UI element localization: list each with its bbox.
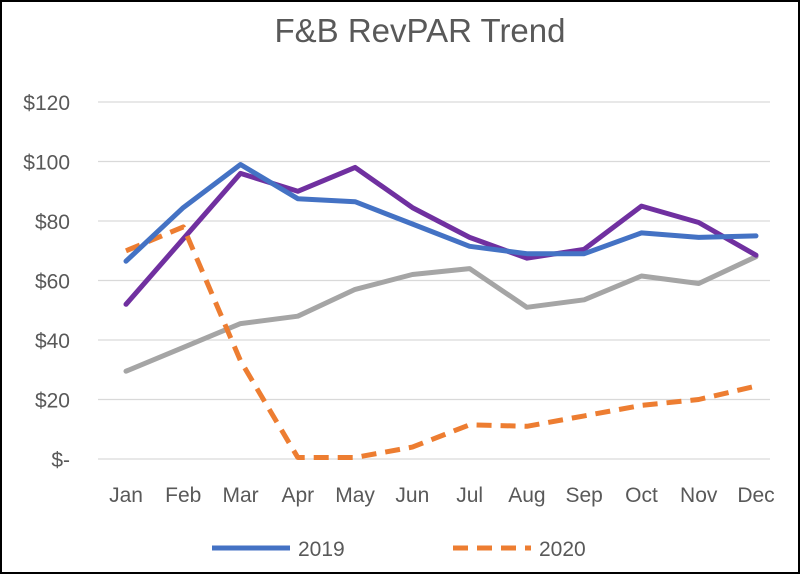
x-tick-label: Aug [508,484,545,507]
x-tick-label: Dec [737,484,774,507]
series-line-2020 [125,224,757,460]
legend-label-2020: 2020 [539,538,586,561]
x-tick-label: Mar [222,484,258,507]
y-tick-label: $60 [35,271,70,294]
series-line-3 [123,164,759,307]
x-tick-label: Feb [165,484,201,507]
series-lines [123,162,759,460]
x-tick-label: Jan [109,484,143,507]
chart-title: F&B RevPAR Trend [274,12,566,49]
x-tick-label: Oct [625,484,658,507]
x-tick-label: Sep [565,484,602,507]
x-tick-label: Jul [456,484,483,507]
x-tick-label: Jun [395,484,429,507]
series-line-2 [123,254,759,374]
legend-label-2019: 2019 [298,538,345,561]
x-tick-label: Apr [281,484,314,507]
y-tick-label: $40 [35,330,70,353]
y-tick-label: $80 [35,211,70,234]
x-tick-label: Nov [680,484,718,507]
series-line-2019 [123,162,759,264]
y-tick-label: $100 [23,152,70,175]
x-axis-ticks: Jan Feb Mar Apr May Jun Jul Aug Sep Oct Nov Dec [109,484,775,507]
y-axis-ticks: $- $20 $40 $60 $80 $100 $120 [23,92,70,472]
x-tick-label: May [335,484,375,507]
y-tick-label: $- [51,449,70,472]
legend: 2019 2020 [212,538,586,561]
y-tick-label: $20 [35,390,70,413]
y-tick-label: $120 [23,92,70,115]
